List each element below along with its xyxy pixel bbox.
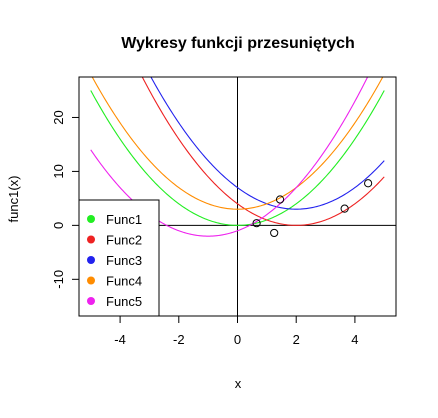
x-tick-label: 4 [351,332,358,347]
legend-marker-func3 [87,256,95,264]
legend-label-func3: Func3 [106,253,142,268]
legend-label-func1: Func1 [106,212,142,227]
legend-marker-func2 [87,235,95,244]
y-tick-label: -10 [51,270,66,289]
x-axis-label: x [235,376,242,391]
legend-label-func4: Func4 [106,274,142,289]
legend-label-func2: Func2 [106,233,142,248]
x-tick-label: -4 [114,332,126,347]
x-tick-label: -2 [173,332,185,347]
series-line-func3 [150,77,385,210]
series-line-func2 [141,77,385,226]
data-point-4 [340,204,349,213]
series-line-func4 [91,77,384,210]
legend-label-func5: Func5 [106,294,142,309]
data-point-1 [252,219,261,228]
y-axis-label: func1(x) [6,176,21,223]
chart-title: Wykresy funkcji przesuniętych [121,35,355,52]
data-point-3 [275,195,285,204]
legend-marker-func5 [87,297,95,305]
x-tick-label: 0 [234,332,241,347]
legend-marker-func1 [87,215,95,223]
y-tick-label: 20 [51,110,66,124]
series-line-func1 [90,90,385,226]
legend-marker-func4 [87,276,95,285]
x-tick-label: 2 [293,332,300,347]
y-tick-label: 0 [51,222,66,229]
data-point-5 [364,179,373,188]
y-tick-label: 10 [51,164,66,178]
data-point-2 [270,228,279,238]
